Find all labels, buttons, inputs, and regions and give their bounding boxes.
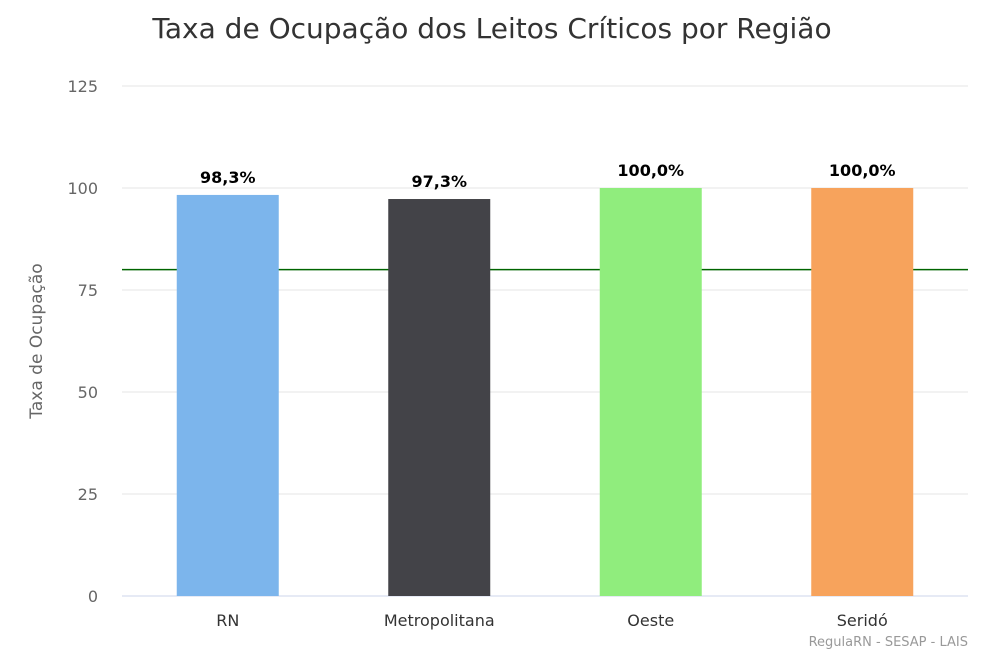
bar-rn[interactable] (176, 194, 279, 596)
data-label: 100,0% (617, 161, 684, 180)
y-tick-label: 75 (78, 281, 98, 300)
x-tick-label: Oeste (627, 611, 674, 630)
data-label: 100,0% (829, 161, 896, 180)
credit-text[interactable]: RegulaRN - SESAP - LAIS (809, 635, 968, 650)
x-tick-label: Metropolitana (384, 611, 495, 630)
x-tick-label: Seridó (837, 611, 888, 630)
y-axis-label: Taxa de Ocupação (27, 263, 47, 419)
y-tick-label: 25 (78, 485, 98, 504)
x-tick-label: RN (216, 611, 239, 630)
chart-title: Taxa de Ocupação dos Leitos Críticos por… (151, 12, 831, 45)
y-tick-label: 100 (67, 179, 98, 198)
y-tick-label: 0 (88, 587, 98, 606)
data-label: 97,3% (411, 172, 467, 191)
bar-metropolitana[interactable] (388, 199, 491, 597)
y-tick-label: 50 (78, 383, 98, 402)
bar-seridó[interactable] (811, 188, 914, 596)
data-label: 98,3% (200, 168, 256, 187)
y-tick-label: 125 (67, 77, 98, 96)
bar-oeste[interactable] (599, 188, 702, 596)
